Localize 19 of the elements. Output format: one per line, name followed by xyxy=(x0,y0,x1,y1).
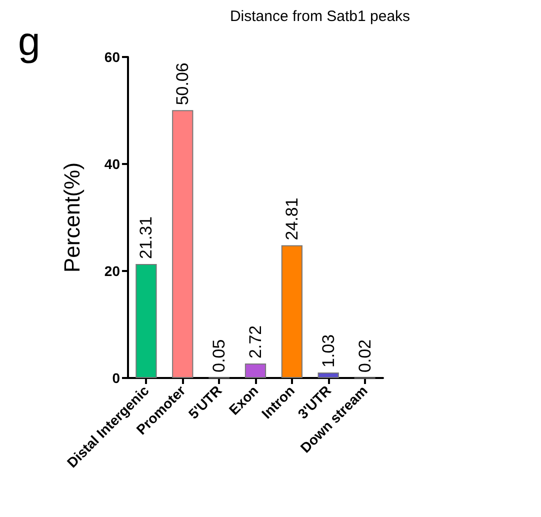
bar xyxy=(172,110,194,378)
bar xyxy=(281,245,302,378)
y-tick-label: 60 xyxy=(104,49,120,65)
data-label: 21.31 xyxy=(136,216,156,259)
y-tick-label: 20 xyxy=(104,263,120,279)
data-label: 24.81 xyxy=(282,198,302,240)
chart-title: Distance from Satb1 peaks xyxy=(230,8,410,25)
y-tick-label: 0 xyxy=(112,370,120,386)
bar xyxy=(136,264,157,378)
y-tick-label: 40 xyxy=(104,156,120,172)
data-label: 2.72 xyxy=(246,325,265,358)
bar xyxy=(318,372,339,378)
bar xyxy=(244,363,266,378)
y-axis-title: Percent(%) xyxy=(60,162,84,273)
data-label: 0.02 xyxy=(355,339,374,372)
data-label: 1.03 xyxy=(318,334,338,368)
data-label: 0.05 xyxy=(210,339,229,372)
text: g xyxy=(18,20,40,64)
data-label: 50.06 xyxy=(173,62,192,106)
